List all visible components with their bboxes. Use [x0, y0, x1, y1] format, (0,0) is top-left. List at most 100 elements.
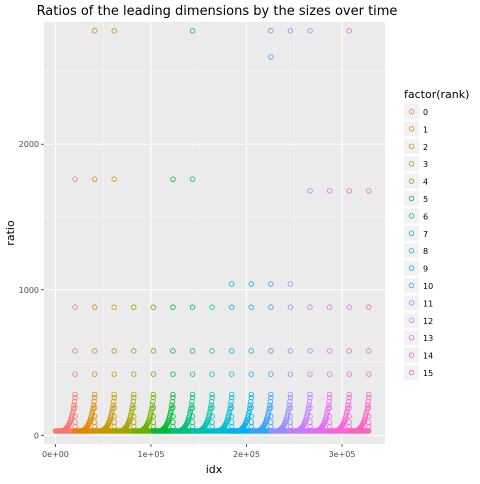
legend-item: 2 [404, 138, 428, 154]
data-point [111, 391, 117, 398]
data-point [248, 404, 254, 411]
data-point [72, 391, 78, 398]
data-point [111, 419, 117, 425]
data-point [91, 176, 98, 182]
legend-key [404, 225, 419, 241]
data-point [150, 404, 157, 411]
data-point [268, 404, 274, 411]
legend-key [404, 347, 419, 363]
legend-label: 13 [423, 334, 433, 343]
data-point [366, 188, 372, 194]
data-point [131, 404, 137, 411]
data-point [326, 348, 333, 354]
x-tick-label: 1e+05 [138, 450, 165, 459]
data-point [228, 348, 235, 354]
data-point [189, 391, 196, 398]
data-point [91, 413, 98, 420]
data-point [307, 28, 313, 34]
data-point [209, 404, 215, 411]
y-tick-label: 1000 [19, 286, 39, 295]
legend-key [404, 156, 419, 172]
legend-label: 2 [423, 143, 428, 152]
series-11 [268, 28, 294, 434]
legend-label: 9 [423, 265, 428, 274]
data-point [189, 304, 196, 310]
data-point [91, 348, 98, 354]
x-tick-label: 2e+05 [233, 450, 260, 459]
data-point [346, 28, 352, 34]
data-point [111, 404, 117, 411]
data-point [189, 404, 196, 411]
data-point [111, 176, 117, 182]
data-point [268, 419, 274, 425]
legend-marker [408, 178, 415, 184]
data-point [248, 398, 254, 405]
series-14 [326, 28, 352, 434]
legend-item: 7 [404, 225, 428, 241]
data-point [131, 371, 137, 377]
data-point [72, 419, 78, 425]
data-point [72, 348, 78, 354]
x-tick-label: 3e+05 [329, 450, 356, 459]
legend-key [404, 121, 419, 137]
data-point [189, 394, 196, 401]
legend-marker [408, 230, 415, 236]
data-point [326, 398, 332, 405]
data-point [307, 371, 313, 377]
data-point [287, 371, 294, 377]
legend-key [404, 278, 419, 293]
legend-label: 6 [423, 212, 428, 221]
data-point [170, 371, 176, 377]
data-point [287, 348, 294, 354]
data-point [189, 419, 196, 425]
y-axis-label: ratio [4, 220, 17, 246]
data-point [170, 413, 176, 420]
data-point [248, 391, 254, 398]
data-point [326, 413, 333, 420]
legend-title: factor(rank) [404, 88, 469, 101]
y-tick-label: 2000 [19, 140, 39, 149]
data-point [268, 371, 274, 377]
data-point [72, 371, 78, 377]
data-point [150, 398, 156, 405]
data-point [72, 413, 78, 420]
data-point [287, 413, 294, 420]
data-point [209, 391, 215, 398]
data-point [228, 281, 235, 287]
legend-marker [408, 335, 415, 341]
data-point [366, 413, 372, 420]
legend-marker [408, 265, 415, 271]
series-8 [209, 281, 235, 434]
data-point [268, 28, 274, 34]
data-point [91, 28, 98, 34]
legend-key [404, 295, 419, 311]
legend-marker [408, 160, 415, 167]
series-12 [287, 28, 313, 434]
data-point [170, 404, 176, 411]
data-point [326, 391, 333, 398]
data-point [248, 348, 254, 354]
data-point [72, 176, 78, 182]
chart-title: Ratios of the leading dimensions by the … [37, 4, 398, 19]
legend-label: 15 [423, 369, 433, 378]
data-point [150, 391, 157, 398]
legend-item: 15 [404, 365, 433, 380]
data-point [307, 348, 313, 354]
legend-key [404, 330, 419, 346]
data-point [228, 304, 235, 310]
data-point [307, 413, 313, 420]
data-point [91, 394, 98, 401]
data-point [268, 304, 274, 310]
data-point [72, 304, 78, 310]
series-6 [170, 28, 196, 434]
data-point [365, 398, 371, 405]
data-point [111, 371, 117, 377]
data-point [326, 404, 333, 411]
legend-item: 6 [404, 208, 428, 224]
data-point [287, 28, 294, 34]
data-point [170, 394, 176, 401]
legend-label: 7 [423, 230, 428, 239]
data-point [306, 398, 313, 405]
legend-label: 1 [423, 125, 428, 134]
